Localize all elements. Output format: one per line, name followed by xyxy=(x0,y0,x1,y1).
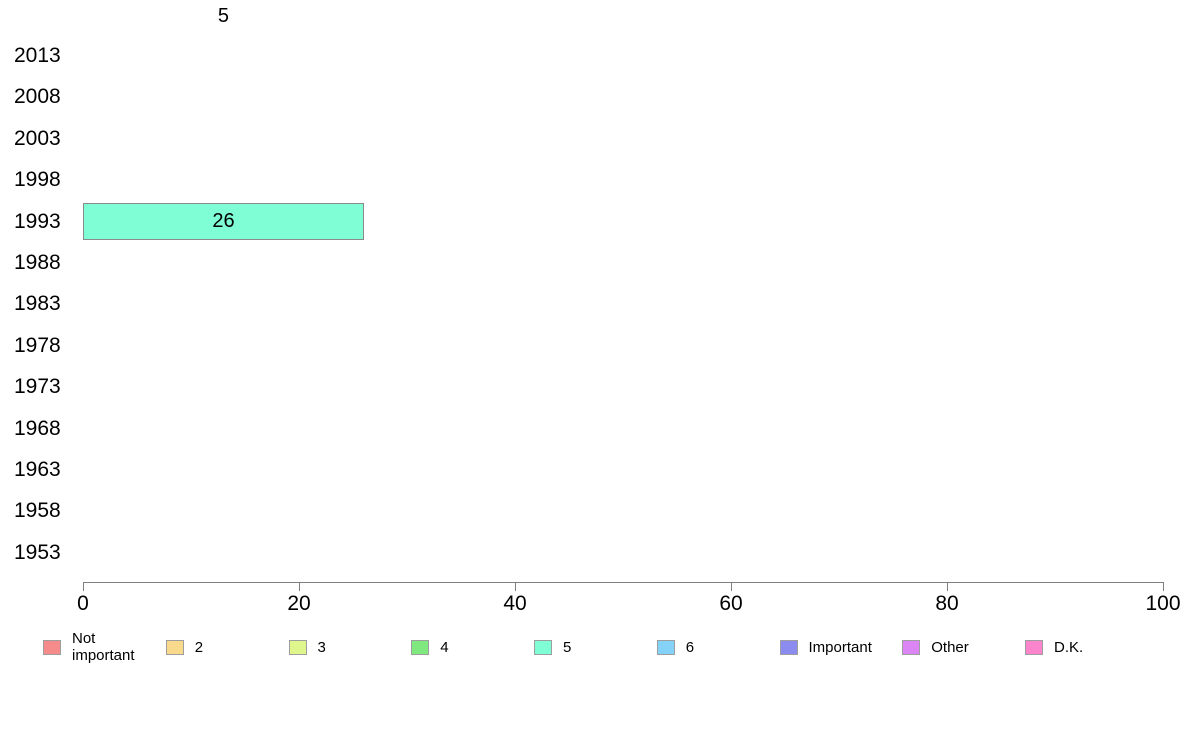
legend-label: 3 xyxy=(317,638,326,656)
y-axis-label: 1973 xyxy=(14,375,61,399)
legend-label: Important xyxy=(808,638,872,656)
legend-swatch-icon xyxy=(534,639,552,655)
y-axis-label: 1978 xyxy=(14,333,61,357)
x-axis-line xyxy=(83,582,1164,583)
y-axis-label: 2008 xyxy=(14,85,61,109)
legend-swatch-icon xyxy=(656,639,675,655)
x-axis-tick-label: 60 xyxy=(719,592,743,615)
y-axis-label: 1968 xyxy=(14,416,61,440)
legend-label: 6 xyxy=(685,638,695,656)
legend-swatch-icon xyxy=(288,639,307,655)
legend-item-important[interactable]: Important xyxy=(779,630,872,664)
legend-item-not-important[interactable]: Not important xyxy=(43,630,144,664)
legend-swatch-icon xyxy=(779,639,798,655)
x-axis-tick-label: 80 xyxy=(935,592,959,615)
legend-swatch-icon xyxy=(43,639,61,655)
y-axis-label: 1953 xyxy=(14,540,61,564)
x-axis-tick xyxy=(299,582,300,591)
x-axis-tick-label: 0 xyxy=(77,592,89,615)
y-axis-label: 1998 xyxy=(14,168,61,192)
legend-label: Not important xyxy=(72,630,135,664)
legend-item-d-k[interactable]: D.K. xyxy=(1025,630,1083,664)
y-axis-label: 1983 xyxy=(14,292,61,316)
legend-label: D.K. xyxy=(1054,638,1084,656)
x-axis-tick xyxy=(731,582,732,591)
legend-item-other[interactable]: Other xyxy=(902,630,969,664)
chart-title: 5 xyxy=(217,5,229,27)
legend-swatch-icon xyxy=(1025,639,1043,655)
x-axis-tick xyxy=(1163,582,1164,591)
x-axis-tick xyxy=(947,582,948,591)
x-axis-tick-label: 100 xyxy=(1145,592,1181,615)
y-axis-label: 1958 xyxy=(14,499,61,523)
bar-value-label: 26 xyxy=(212,210,235,233)
x-axis-tick xyxy=(83,582,84,591)
legend-item-5[interactable]: 5 xyxy=(534,630,571,664)
legend-label: 5 xyxy=(563,638,572,656)
legend-swatch-icon xyxy=(165,639,184,655)
legend-label: 4 xyxy=(440,638,449,656)
y-axis-label: 1988 xyxy=(14,251,61,274)
y-axis-label: 2003 xyxy=(14,126,61,150)
x-axis-tick-label: 40 xyxy=(503,592,527,615)
y-axis-label: 1963 xyxy=(14,458,61,481)
legend-item-3[interactable]: 3 xyxy=(288,630,326,664)
y-axis-label: 1993 xyxy=(14,209,61,233)
legend-swatch-icon xyxy=(902,639,921,655)
legend-label: 2 xyxy=(194,638,204,656)
legend-label: Other xyxy=(931,638,969,656)
legend-item-6[interactable]: 6 xyxy=(656,630,695,664)
x-axis-tick xyxy=(515,582,516,591)
x-axis-tick-label: 20 xyxy=(287,592,311,615)
legend-swatch-icon xyxy=(411,639,430,655)
bar-1993[interactable]: 26 xyxy=(83,203,364,241)
legend-item-2[interactable]: 2 xyxy=(165,630,204,664)
legend-item-4[interactable]: 4 xyxy=(411,630,449,664)
y-axis-label: 2013 xyxy=(14,44,61,67)
